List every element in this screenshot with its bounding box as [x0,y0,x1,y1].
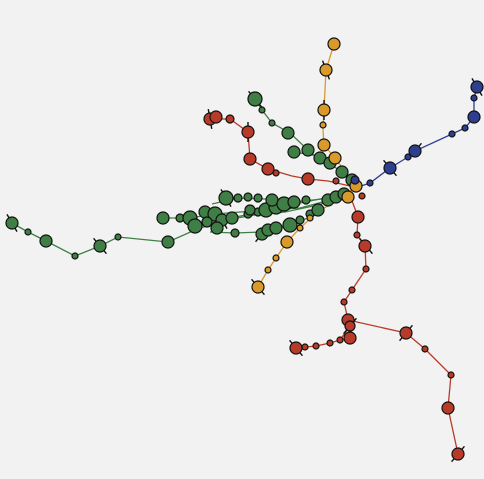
orange-station-node [328,151,342,165]
red-station-node [312,342,320,350]
red-station-node [301,172,315,186]
blue-station-node [470,94,478,102]
green-station-node [295,215,305,225]
green-station-node [161,235,175,249]
red-station-node [225,114,235,124]
red-station-node [451,447,465,461]
green-station-node [281,126,295,140]
orange-station-node [317,138,331,152]
red-station-node [343,331,357,345]
blue-station-node [404,153,412,161]
green-station-node [282,217,298,233]
green-station-node [301,143,315,157]
red-station-node [289,341,303,355]
red-line-segment [210,118,351,187]
orange-station-node [280,235,294,249]
green-station-node [311,203,325,217]
red-station-node [441,401,455,415]
orange-station-node [272,254,280,262]
green-station-node [39,234,53,248]
orange-station-node [264,266,272,274]
red-station-node [358,239,372,253]
green-station-node [187,218,203,234]
orange-station-node [319,121,327,129]
red-station-node [344,320,356,332]
green-station-node [233,193,243,203]
red-line-segment [347,319,459,455]
edges-layer [11,43,478,455]
green-station-node [269,221,283,235]
red-station-node [241,125,255,139]
blue-station-node [470,80,484,94]
red-station-node [351,210,365,224]
green-station-node [243,192,253,202]
blue-station-node [383,161,397,175]
nodes-layer [5,37,484,461]
orange-station-node [251,280,265,294]
green-station-node [287,145,301,159]
green-station-node [218,190,234,206]
orange-station-node [306,214,314,222]
green-station-node [244,204,256,216]
orange-station-node [296,224,304,232]
red-station-node [209,110,223,124]
green-station-node [71,252,79,260]
green-station-node [201,216,213,228]
green-station-node [156,211,170,225]
green-station-node [258,106,266,114]
blue-station-node [366,179,374,187]
blue-station-node [350,175,360,185]
red-station-node [399,326,413,340]
blue-station-node [448,130,456,138]
red-station-node [261,162,275,176]
orange-station-node [319,63,333,77]
blue-station-node [467,110,481,124]
green-station-node [287,195,301,209]
blue-station-node [461,124,469,132]
green-station-node [114,233,122,241]
blue-line-segment [354,86,478,189]
green-station-node [210,221,224,235]
green-station-node [253,193,263,203]
red-station-node [358,192,366,200]
orange-station-node [317,103,331,117]
ticks-layer [6,60,483,463]
red-station-node [272,169,280,177]
red-station-node [336,336,344,344]
orange-station-node [341,190,355,204]
green-station-node [225,211,239,225]
green-station-node [5,216,19,230]
red-station-node [243,152,257,166]
red-station-node [353,231,361,239]
red-station-node [362,265,370,273]
green-station-node [335,165,349,179]
red-station-node [332,177,340,185]
blue-station-node [408,144,422,158]
green-station-node [230,228,240,238]
red-station-node [301,343,309,351]
red-station-node [421,345,429,353]
red-station-node [326,339,334,347]
green-station-node [268,119,276,127]
green-station-node [301,195,311,205]
red-station-node [447,371,455,379]
green-station-node [24,228,32,236]
green-station-node [265,193,279,207]
green-station-node [93,239,107,253]
green-station-node [247,91,263,107]
orange-station-node [327,37,341,51]
red-station-node [348,286,356,294]
red-station-node [340,298,348,306]
